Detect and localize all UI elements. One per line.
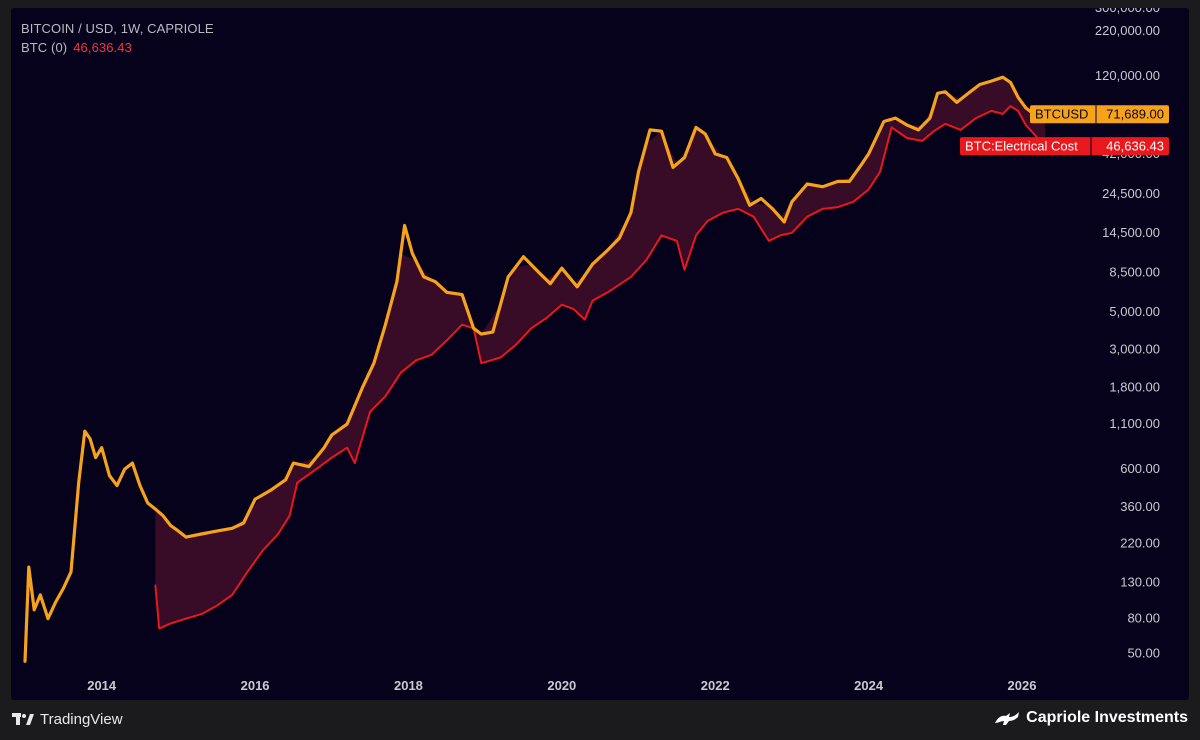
electrical-cost-tag-value: 46,636.43 [1106,139,1164,154]
cost-band [155,77,1045,629]
y-tick-label: 8,500.00 [1109,264,1160,279]
price-tags: BTCUSD 71,689.00 BTC:Electrical Cost 46,636… [960,105,1169,156]
indicator-value: 46,636.43 [73,40,132,55]
capriole-brand[interactable]: Capriole Investments [994,709,1188,727]
tradingview-brand[interactable]: TradingView [12,711,123,728]
btcusd-tag-name: BTCUSD [1035,107,1088,122]
y-tick-label: 50.00 [1127,645,1160,660]
chart-panel[interactable]: 50.00 80.00 130.00 220.00 360.00 600.00 1,100.… [11,8,1189,700]
y-tick-label: 24,500.00 [1102,186,1160,201]
x-tick-label: 2022 [701,678,730,693]
btcusd-tag-value: 71,689.00 [1106,107,1164,122]
y-tick-label: 1,100.00 [1109,416,1160,431]
tradingview-logo-icon [12,712,34,725]
btcusd-price-tag[interactable]: BTCUSD 71,689.00 [1030,105,1169,124]
x-tick-label: 2024 [854,678,884,693]
x-tick-label: 2014 [87,678,117,693]
electrical-cost-tag-name: BTC:Electrical Cost [965,139,1078,154]
cost-to-price-band [155,77,1045,629]
y-tick-label: 130.00 [1120,575,1160,590]
electrical-cost-tag-background [960,137,1169,156]
electrical-cost-series-line[interactable] [154,105,1046,630]
x-tick-label: 2020 [547,678,576,693]
chart-title-text: BITCOIN / USD, 1W, CAPRIOLE [21,21,214,36]
y-tick-label: 1,800.00 [1109,380,1160,395]
y-tick-label: 5,000.00 [1109,304,1160,319]
y-axis[interactable]: 50.00 80.00 130.00 220.00 360.00 600.00 1,100.… [1095,8,1160,660]
y-tick-label: 300,000.00 [1095,8,1160,15]
x-axis[interactable]: 2014 2016 2018 2020 2022 2024 2026 [87,678,1036,693]
y-tick-label: 360.00 [1120,499,1160,514]
y-tick-label: 3,000.00 [1109,342,1160,357]
footer-bar: TradingView Capriole Investments [0,700,1200,740]
x-tick-label: 2018 [394,678,423,693]
btcusd-tag-background [1030,105,1169,124]
electrical-cost-price-tag[interactable]: BTC:Electrical Cost 46,636.43 [960,137,1169,156]
indicator-label: BTC (0) [21,40,68,55]
capriole-label: Capriole Investments [1026,709,1188,726]
x-tick-label: 2016 [241,678,270,693]
tradingview-label: TradingView [40,711,123,728]
y-tick-label: 600.00 [1120,461,1160,476]
bull-logo-icon [995,712,1020,725]
y-tick-label: 14,500.00 [1102,225,1160,240]
x-tick-label: 2026 [1008,678,1037,693]
y-tick-label: 120,000.00 [1095,68,1160,83]
indicator-legend[interactable]: BTC (0) 46,636.43 [21,40,132,55]
btcusd-series-line[interactable] [23,75,1047,663]
y-tick-label: 80.00 [1127,611,1160,626]
y-tick-label: 220.00 [1120,536,1160,551]
chart-title: BITCOIN / USD, 1W, CAPRIOLE [21,21,214,36]
chart-canvas[interactable]: 50.00 80.00 130.00 220.00 360.00 600.00 1,100.… [11,8,1189,700]
y-tick-label: 220,000.00 [1095,23,1160,38]
